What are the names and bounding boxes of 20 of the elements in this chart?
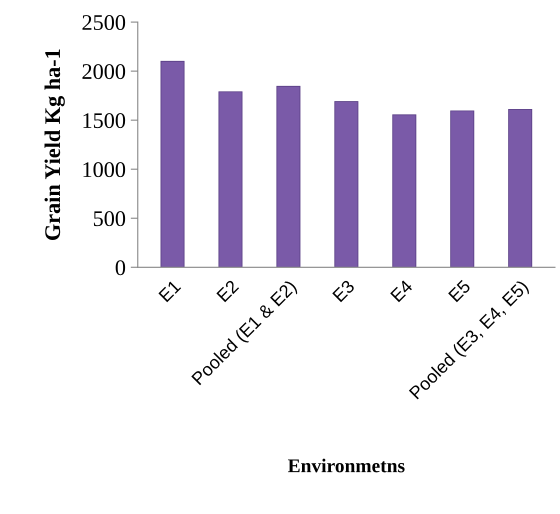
bar (392, 114, 416, 268)
y-tick-label: 2000 (82, 64, 126, 80)
x-tick-label: E5 (448, 279, 472, 302)
y-tick-label: 2500 (82, 15, 126, 30)
x-tick-label: E1 (158, 279, 182, 302)
bar (160, 60, 185, 268)
bar (276, 86, 300, 268)
y-tick-label: 1000 (83, 162, 126, 178)
x-tick-label: E2 (216, 279, 240, 302)
x-axis-title: Environmetns (288, 458, 405, 472)
y-tick-label: 500 (94, 211, 126, 226)
y-tick-label: 0 (116, 260, 126, 276)
x-tick-label: E3 (332, 279, 356, 302)
x-tick-label: E4 (390, 279, 414, 302)
bar (508, 108, 532, 268)
bar (218, 91, 242, 268)
y-axis-title: Grain Yield Kg ha-1 (44, 49, 65, 240)
bar (450, 110, 474, 268)
y-tick-label: 1500 (83, 113, 126, 128)
bar (334, 101, 358, 268)
